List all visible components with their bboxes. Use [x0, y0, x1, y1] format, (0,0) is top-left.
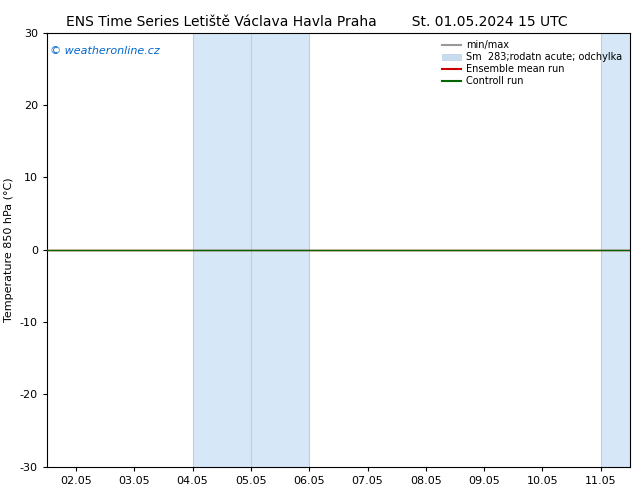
Text: ENS Time Series Letiště Václava Havla Praha        St. 01.05.2024 15 UTC: ENS Time Series Letiště Václava Havla Pr…	[66, 15, 568, 29]
Bar	[193, 33, 309, 467]
Bar	[600, 33, 634, 467]
Y-axis label: Temperature 850 hPa (°C): Temperature 850 hPa (°C)	[4, 177, 14, 322]
Text: © weatheronline.cz: © weatheronline.cz	[50, 46, 160, 56]
Legend: min/max, Sm  283;rodatn acute; odchylka, Ensemble mean run, Controll run: min/max, Sm 283;rodatn acute; odchylka, …	[439, 38, 625, 89]
